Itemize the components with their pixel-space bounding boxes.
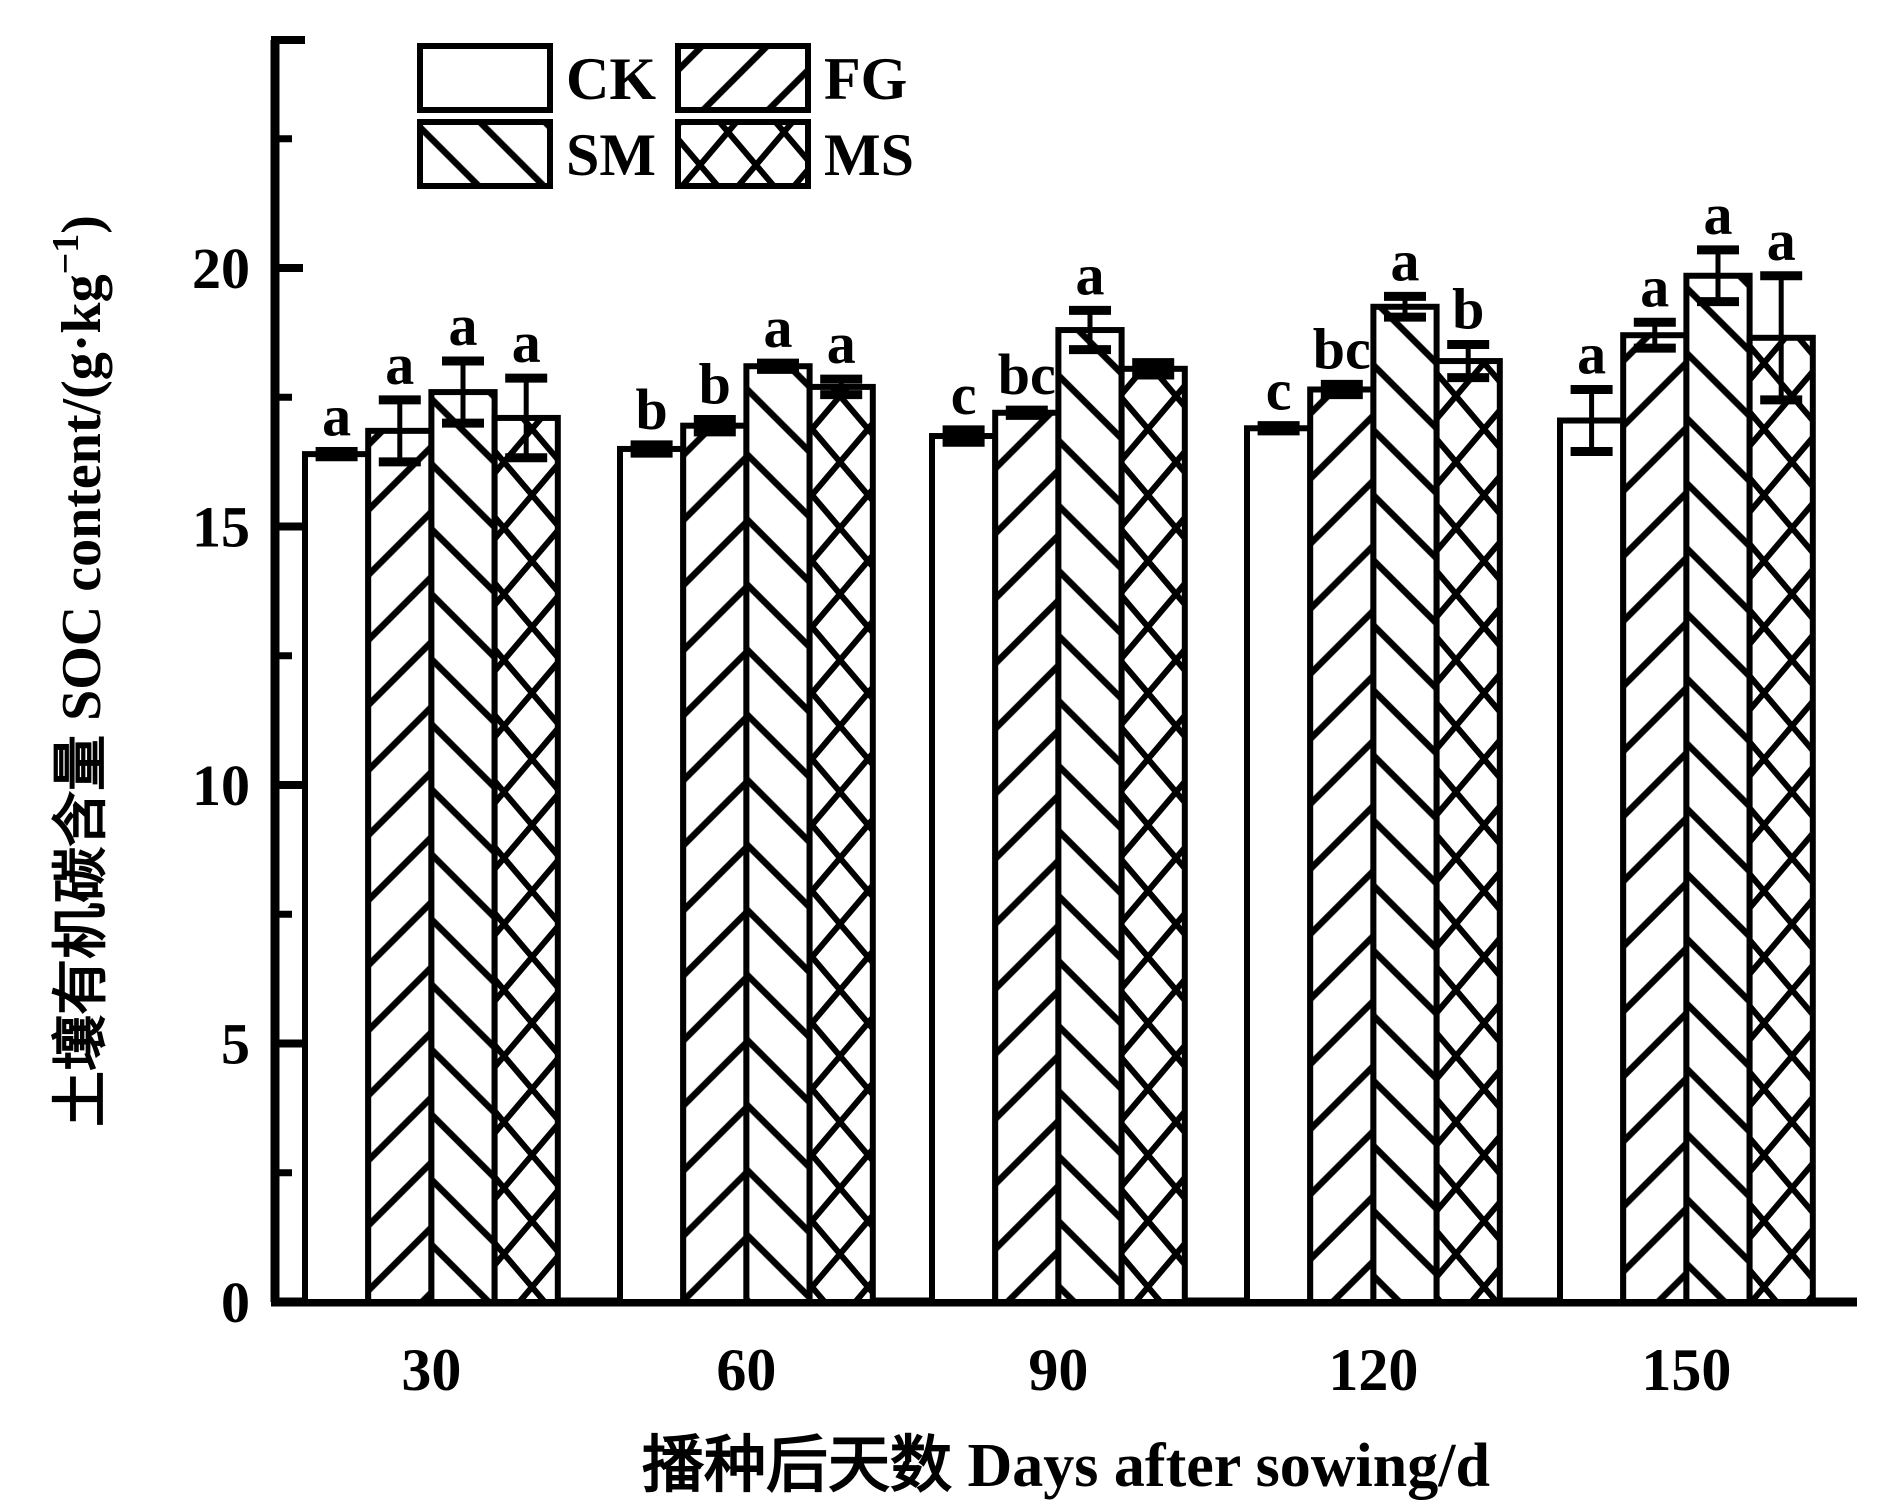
x-tick-label-60: 60 — [716, 1337, 776, 1403]
legend: CK FG SM MS — [417, 43, 914, 189]
x-axis-title: 播种后天数 Days after sowing/d — [642, 1432, 1490, 1500]
sig-label-FG-150: a — [1640, 254, 1669, 319]
error-bar-CK-60 — [630, 440, 673, 458]
sig-label-MS-30: a — [512, 310, 541, 375]
bar-CK-60 — [617, 445, 687, 1305]
sig-label-CK-30: a — [322, 384, 351, 449]
y-axis-title: 土壤有机碳含量 SOC content/(g·kg−1) — [45, 215, 113, 1127]
error-bar-FG-120 — [1320, 379, 1363, 400]
legend-label-CK: CK — [566, 46, 656, 112]
bar-CK-30 — [302, 451, 372, 1305]
legend-item-SM: SM — [417, 119, 656, 189]
legend-swatch-CK — [417, 43, 553, 113]
error-bar-SM-60 — [757, 358, 799, 374]
bar-MS-150 — [1746, 334, 1816, 1306]
bar-FG-30 — [365, 427, 435, 1306]
error-bar-CK-120 — [1257, 421, 1300, 436]
error-bars-layer — [315, 245, 1803, 467]
bar-CK-90 — [929, 433, 999, 1305]
error-bar-CK-90 — [942, 425, 985, 447]
error-bar-SM-90 — [1069, 305, 1111, 355]
y-tick-label-5: 5 — [221, 1012, 250, 1077]
y-tick-label-20: 20 — [192, 236, 250, 301]
sig-label-SM-120: a — [1391, 228, 1420, 293]
bar-CK-150 — [1557, 417, 1627, 1305]
axis-titles-layer: 播种后天数 Days after sowing/d 土壤有机碳含量 SOC con… — [45, 215, 1490, 1500]
bar-MS-90 — [1118, 365, 1188, 1305]
bar-FG-90 — [992, 409, 1062, 1305]
legend-label-MS: MS — [824, 122, 914, 188]
sig-label-SM-60: a — [764, 295, 793, 360]
sig-label-MS-120: b — [1452, 277, 1484, 342]
sig-label-SM-90: a — [1076, 242, 1105, 307]
error-bar-FG-30 — [378, 395, 421, 467]
bar-SM-30 — [428, 389, 498, 1305]
x-tick-label-30: 30 — [401, 1337, 461, 1403]
error-bar-FG-60 — [693, 414, 736, 437]
error-bar-SM-120 — [1384, 291, 1426, 322]
legend-label-FG: FG — [824, 46, 907, 112]
bar-MS-30 — [491, 414, 561, 1305]
bar-SM-90 — [1055, 327, 1125, 1306]
x-tick-label-120: 120 — [1328, 1337, 1418, 1403]
sig-label-SM-30: a — [449, 293, 478, 358]
sig-label-MS-150: a — [1767, 208, 1796, 273]
sig-label-SM-150: a — [1704, 182, 1733, 247]
tick-labels-layer: 0 5 10 15 20 30 60 90 120 150 — [192, 236, 1731, 1403]
y-tick-label-10: 10 — [192, 753, 250, 818]
bar-FG-150 — [1620, 332, 1690, 1305]
y-tick-label-15: 15 — [192, 495, 250, 560]
bar-SM-60 — [743, 363, 813, 1306]
error-bar-CK-150 — [1570, 384, 1613, 457]
x-tick-label-150: 150 — [1641, 1337, 1731, 1403]
bar-SM-150 — [1683, 272, 1753, 1305]
error-bar-FG-90 — [1005, 405, 1048, 420]
y-tick-label-0: 0 — [221, 1270, 250, 1335]
error-bar-MS-90 — [1132, 358, 1175, 380]
bar-FG-60 — [680, 422, 750, 1305]
sig-label-FG-30: a — [385, 332, 414, 397]
sig-label-MS-60: a — [827, 311, 856, 376]
legend-item-MS: MS — [675, 119, 914, 189]
legend-item-FG: FG — [675, 43, 907, 113]
x-tick-label-90: 90 — [1028, 1337, 1088, 1403]
sig-label-CK-150: a — [1577, 321, 1606, 386]
bar-SM-120 — [1370, 303, 1440, 1305]
legend-swatch-SM — [417, 119, 553, 189]
legend-swatch-MS — [675, 119, 811, 189]
error-bar-FG-150 — [1633, 317, 1676, 353]
bars-layer — [302, 272, 1816, 1306]
error-bar-MS-60 — [820, 374, 863, 400]
sig-label-CK-120: c — [1266, 358, 1292, 423]
bar-CK-120 — [1244, 425, 1314, 1305]
sig-label-CK-90: c — [951, 362, 977, 427]
sig-label-FG-120: bc — [1313, 316, 1371, 381]
bar-MS-120 — [1433, 358, 1503, 1305]
error-bar-MS-120 — [1447, 340, 1490, 383]
legend-label-SM: SM — [566, 122, 656, 188]
error-bar-MS-30 — [505, 373, 548, 463]
legend-swatch-FG — [675, 43, 811, 113]
error-bar-SM-30 — [442, 356, 484, 428]
legend-item-CK: CK — [417, 43, 656, 113]
sig-label-CK-60: b — [635, 377, 667, 442]
error-bar-CK-30 — [315, 447, 358, 462]
bar-MS-60 — [806, 383, 876, 1306]
bar-FG-120 — [1307, 386, 1377, 1305]
sig-label-FG-90: bc — [998, 342, 1056, 407]
error-bar-MS-150 — [1760, 271, 1803, 405]
sig-label-FG-60: b — [699, 351, 731, 416]
error-bar-SM-150 — [1697, 245, 1739, 307]
